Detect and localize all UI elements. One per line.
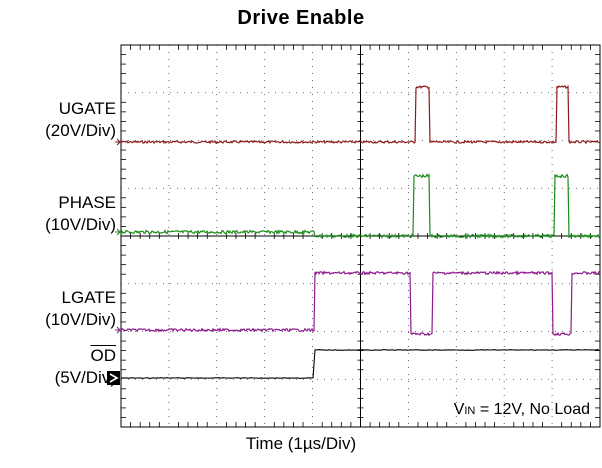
channel-name: UGATE <box>58 99 116 118</box>
channel-name: LGATE <box>61 288 116 307</box>
channel-label-ugate: UGATE (20V/Div) <box>45 98 116 142</box>
trace-lgate <box>120 270 601 337</box>
chart-title: Drive Enable <box>237 7 365 29</box>
trace-ugate <box>120 85 601 145</box>
channel-markers <box>107 138 121 385</box>
vin-suffix: = 12V, No Load <box>475 401 590 418</box>
channel-scale: (10V/Div) <box>45 215 116 234</box>
trace-phase <box>120 173 601 239</box>
channel-label-phase: PHASE (10V/Div) <box>45 192 116 236</box>
channel-label-od: OD (5V/Div) <box>55 345 116 389</box>
marker-phase <box>115 228 121 236</box>
trace-od <box>120 349 600 379</box>
marker-od-arrow <box>109 373 119 383</box>
vin-annotation: VIN = 12V, No Load <box>454 401 590 418</box>
channel-scale: (20V/Div) <box>45 121 116 140</box>
x-axis-label: Time (1µs/Div) <box>245 434 357 453</box>
vin-subscript: IN <box>464 405 475 417</box>
channel-scale: (10V/Div) <box>45 310 116 329</box>
marker-lgate <box>115 326 121 334</box>
channel-name: OD <box>90 346 117 365</box>
vin-prefix: V <box>454 401 465 418</box>
channel-name: PHASE <box>58 193 116 212</box>
svg-text:VIN = 12V, No Load: VIN = 12V, No Load <box>454 401 590 418</box>
channel-label-lgate: LGATE (10V/Div) <box>45 287 116 331</box>
channel-scale: (5V/Div) <box>54 368 116 387</box>
marker-ugate <box>115 138 121 146</box>
traces <box>120 85 601 379</box>
